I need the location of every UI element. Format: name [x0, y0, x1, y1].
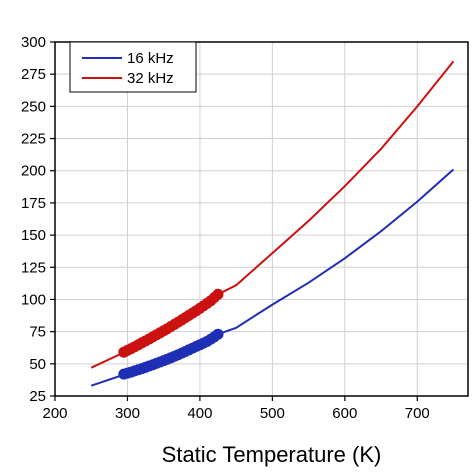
x-tick-label: 500	[260, 405, 285, 422]
y-tick-label: 75	[29, 324, 46, 341]
y-tick-label: 200	[21, 163, 46, 180]
y-tick-label: 100	[21, 291, 46, 308]
plot-frame	[54, 41, 469, 397]
y-tick-label: 175	[21, 195, 46, 212]
grid	[55, 42, 468, 396]
series-layer	[90, 60, 455, 387]
legend-label: 32 kHz	[127, 70, 174, 87]
y-tick-label: 225	[21, 131, 46, 148]
legend: 16 kHz 32 kHz	[69, 41, 197, 93]
data-point	[212, 328, 224, 340]
x-tick-label: 600	[332, 405, 357, 422]
x-tick-label: 200	[42, 405, 67, 422]
x-tick-label: 700	[405, 405, 430, 422]
x-tick-label: 400	[187, 405, 212, 422]
x-tick-label: 300	[115, 405, 140, 422]
y-tick-label: 125	[21, 259, 46, 276]
y-tick-label: 250	[21, 98, 46, 115]
y-tick-label: 275	[21, 66, 46, 83]
y-tick-label: 150	[21, 227, 46, 244]
legend-label: 16 kHz	[127, 50, 174, 67]
data-point	[212, 288, 224, 300]
legend-box	[69, 41, 197, 93]
y-tick-label: 300	[21, 34, 46, 51]
y-axis: 25 50 75 100 125 150 175 200 225 250 275 300	[21, 34, 55, 405]
x-axis-title: Static Temperature (K)	[162, 442, 382, 467]
y-tick-label: 50	[29, 356, 46, 373]
y-tick-label: 25	[29, 388, 46, 405]
x-axis: 200 300 400 500 600 700	[42, 396, 430, 422]
